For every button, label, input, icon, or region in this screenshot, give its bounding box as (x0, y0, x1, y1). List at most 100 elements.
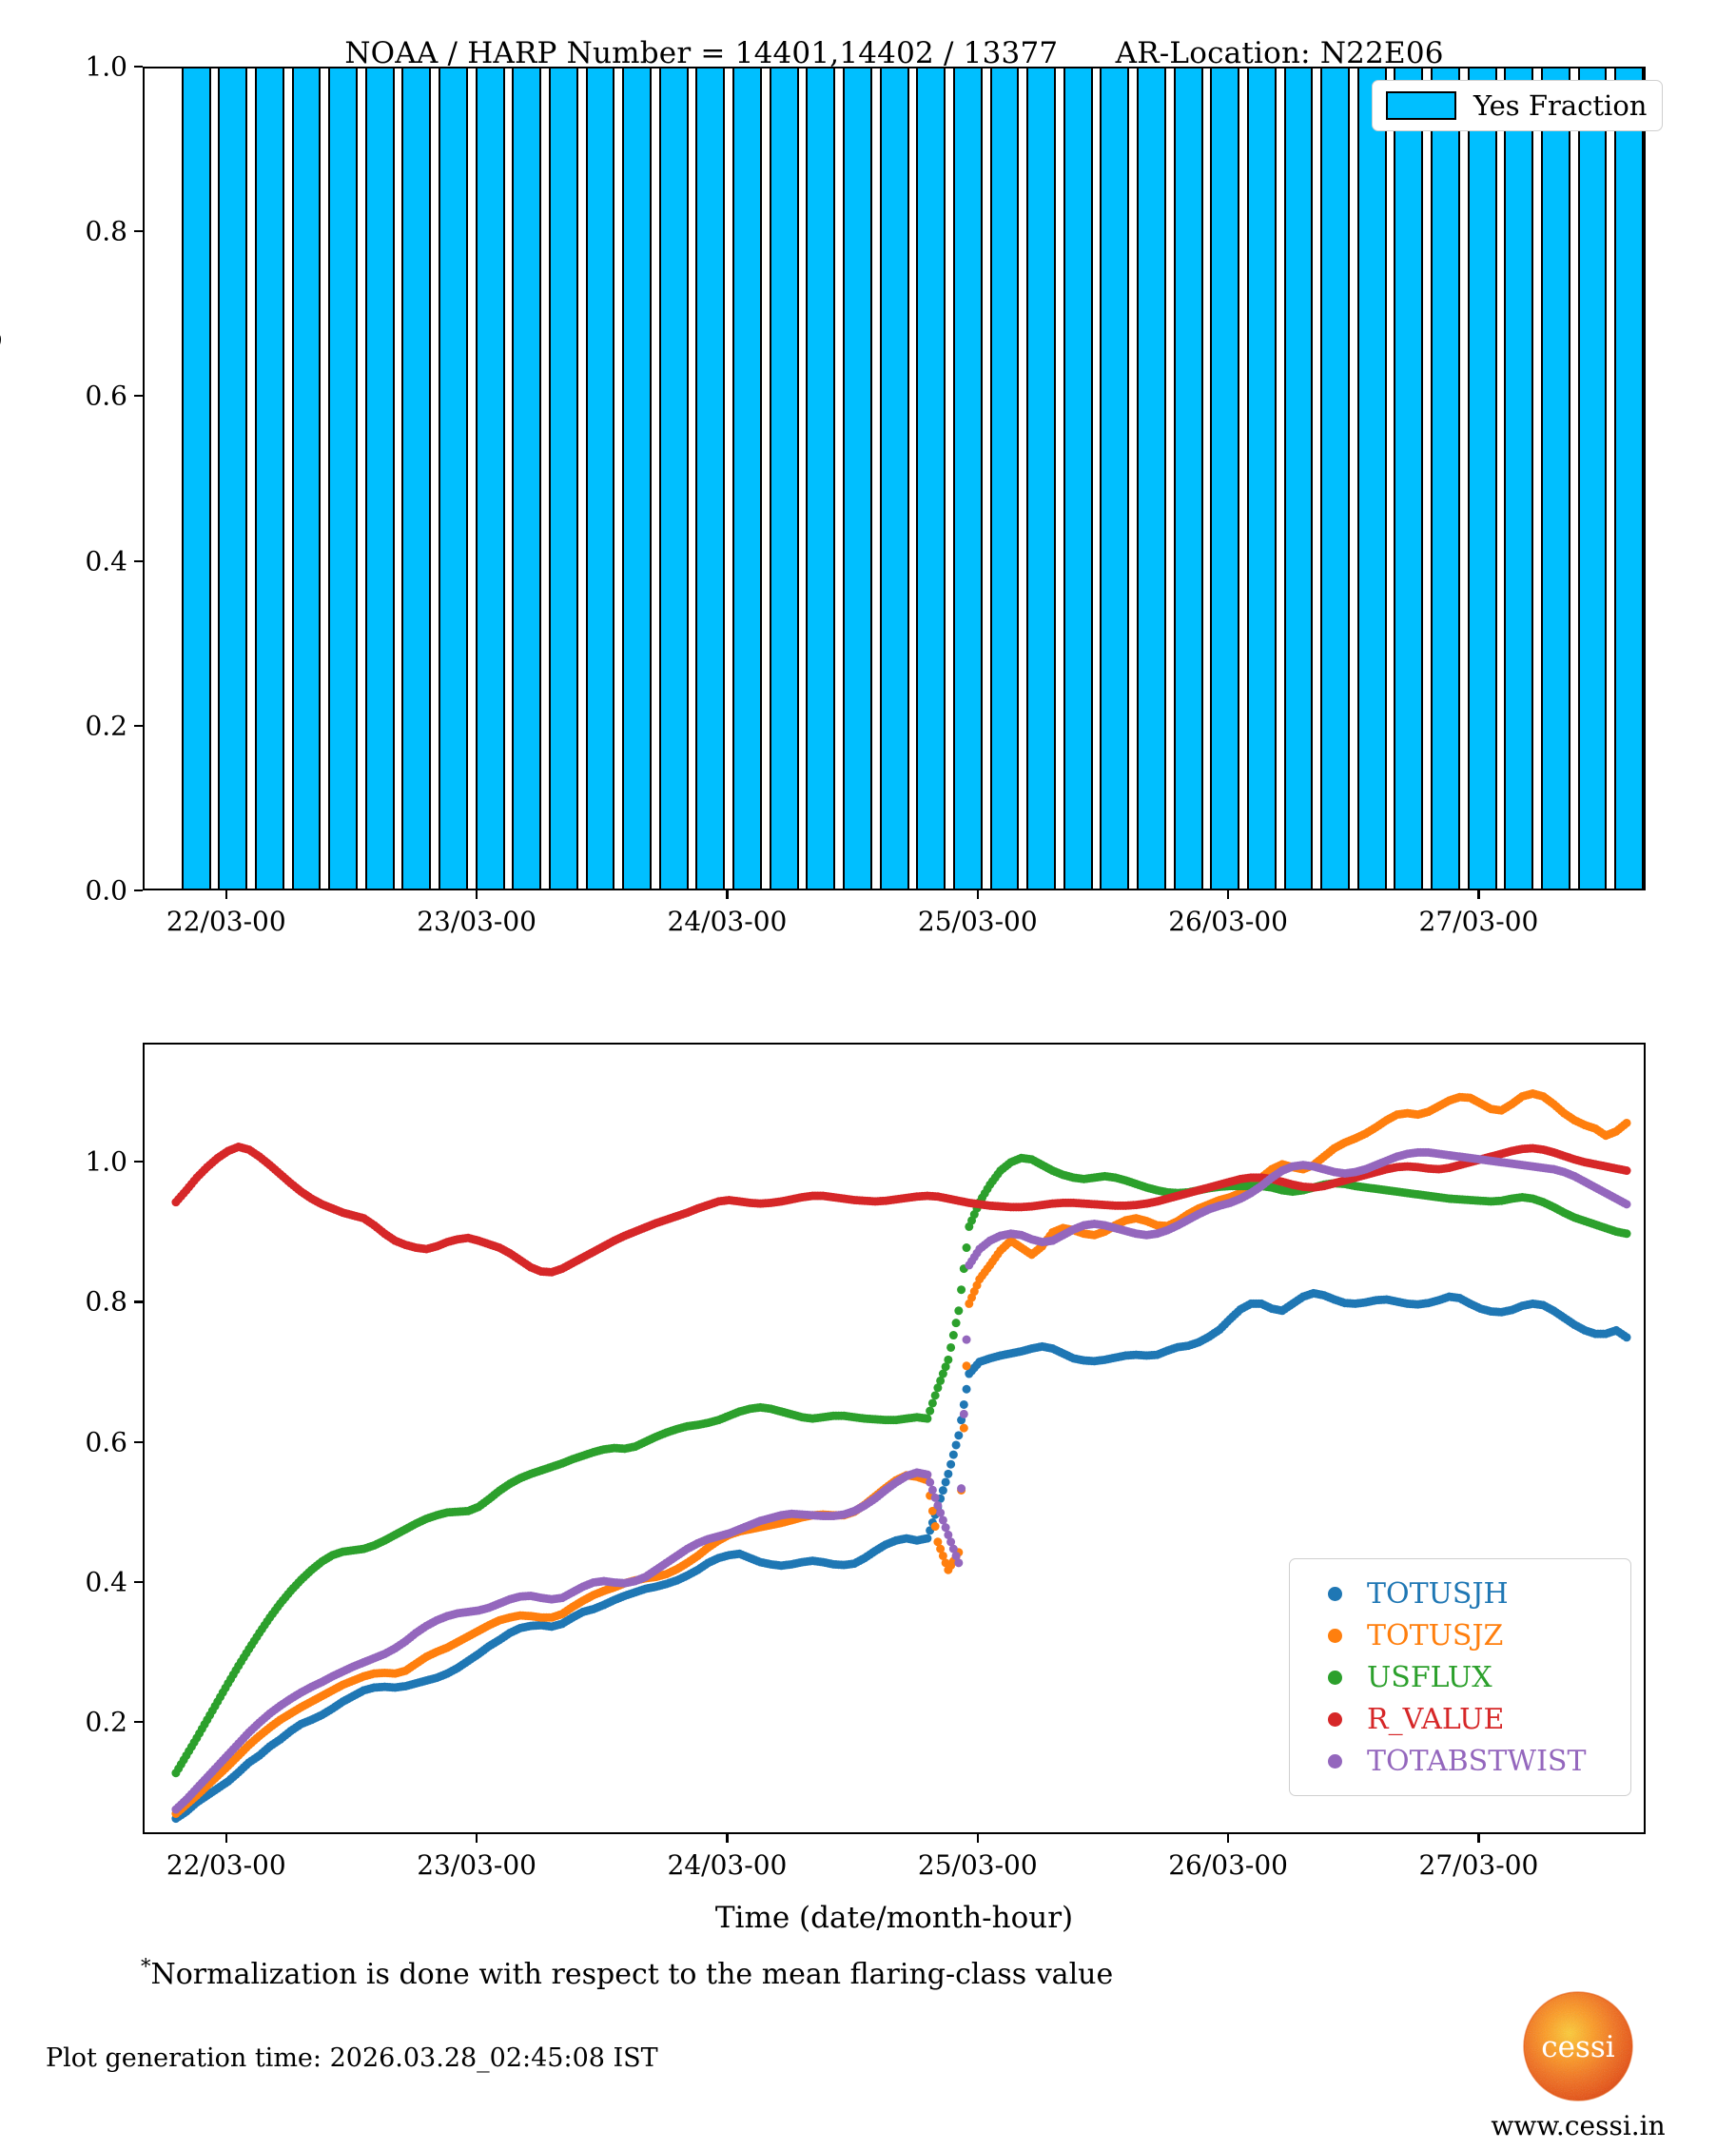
x-axis-tick (224, 1834, 227, 1843)
x-axis-ticklabel: 22/03-00 (166, 906, 286, 937)
x-axis-ticklabel: 24/03-00 (667, 906, 788, 937)
yes-fraction-bar (732, 68, 762, 889)
y-axis-ticklabel: 0.2 (85, 710, 127, 742)
cessi-website-url: www.cessi.in (1491, 2110, 1666, 2141)
x-axis-label: Time (date/month-hour) (714, 1901, 1074, 1935)
svg-text:cessi: cessi (1541, 2030, 1615, 2064)
yes-fraction-bar (328, 68, 359, 889)
y-axis-ticklabel: 0.4 (85, 1566, 127, 1598)
legend-item-totusjh[interactable]: TOTUSJH (1307, 1573, 1609, 1614)
footnote-text: Normalization is done with respect to th… (150, 1958, 1114, 1991)
yes-fraction-bar (548, 68, 578, 889)
legend-marker-dot-icon (1328, 1586, 1342, 1601)
yes-fraction-bar (1063, 68, 1093, 889)
x-axis-tick (1227, 890, 1230, 899)
y-axis-ticklabel: 1.0 (85, 1145, 127, 1178)
x-axis-ticklabel: 24/03-00 (667, 1849, 788, 1881)
legend-item-r_value[interactable]: R_VALUE (1307, 1698, 1609, 1740)
y-axis-tick (134, 1440, 143, 1443)
y-axis-tick (134, 65, 143, 68)
y-axis-tick (134, 1580, 143, 1584)
yes-fraction-bar (1356, 68, 1387, 889)
x-axis-tick (726, 1834, 729, 1843)
scatter-series-r_value (171, 1143, 1631, 1277)
y-axis-ticklabel: 0.2 (85, 1706, 127, 1738)
yes-fraction-bar (952, 68, 983, 889)
normalization-footnote: *Normalization is done with respect to t… (141, 1955, 1113, 1991)
x-axis-ticklabel: 23/03-00 (417, 1849, 536, 1881)
x-axis-ticklabel: 26/03-00 (1168, 1849, 1288, 1881)
y-axis-label: Normalized feature value* (0, 1252, 2, 1634)
yes-fraction-bar (1100, 68, 1130, 889)
y-axis-ticklabel: 0.8 (85, 1285, 127, 1318)
x-axis-tick (476, 1834, 478, 1843)
legend-marker-dot-icon (1328, 1628, 1342, 1643)
legend-marker-dot-icon (1328, 1753, 1342, 1769)
yes-fraction-bar (401, 68, 432, 889)
yes-fraction-bar (806, 68, 836, 889)
x-axis-tick (476, 890, 478, 899)
yes-fraction-bar (512, 68, 542, 889)
x-axis-tick (726, 890, 729, 899)
cessi-sun-logo-icon: cessi (1522, 1990, 1634, 2102)
yes-fraction-bar (1137, 68, 1166, 889)
top-panel-axes (143, 67, 1646, 890)
x-axis-ticklabel: 27/03-00 (1418, 906, 1539, 937)
yes-fraction-bar (181, 68, 211, 889)
yes-fraction-bar (475, 68, 505, 889)
yes-fraction-bar (1246, 68, 1277, 889)
legend-label-totabstwist: TOTABSTWIST (1367, 1744, 1587, 1778)
top-panel-legend[interactable]: Yes Fraction (1372, 80, 1664, 131)
yes-fraction-bar (1614, 68, 1644, 889)
x-axis-ticklabel: 27/03-00 (1418, 1849, 1539, 1881)
legend-label-totusjz: TOTUSJZ (1367, 1618, 1504, 1652)
plot-generation-time: Plot generation time: 2026.03.28_02:45:0… (46, 2043, 658, 2073)
legend-item-totabstwist[interactable]: TOTABSTWIST (1307, 1740, 1609, 1782)
scatter-series-totusjh (171, 1288, 1631, 1824)
yes-fraction-bar (1173, 68, 1203, 889)
yes-fraction-bar (1210, 68, 1240, 889)
yes-fraction-bar (1504, 68, 1534, 889)
y-axis-tick (134, 1721, 143, 1724)
footnote-star-marker: * (141, 1955, 151, 1978)
x-axis-ticklabel: 25/03-00 (917, 1849, 1038, 1881)
yes-fraction-bar (916, 68, 946, 889)
y-axis-tick (134, 395, 143, 398)
bottom-panel-legend[interactable]: TOTUSJH TOTUSJZ USFLUX R_VALUE TOTABSTWIST (1289, 1558, 1631, 1796)
yes-fraction-bar (879, 68, 909, 889)
legend-item-totusjz[interactable]: TOTUSJZ (1307, 1614, 1609, 1656)
x-axis-tick (224, 890, 227, 899)
y-axis-label: Fraction of Yes Flag (0, 328, 2, 629)
legend-marker-dot-icon (1328, 1670, 1342, 1685)
y-axis-tick (134, 230, 143, 233)
yes-fraction-bar (364, 68, 395, 889)
scatter-plot-canvas (171, 1089, 1631, 1824)
yes-fraction-bar (989, 68, 1020, 889)
y-axis-tick (134, 1300, 143, 1303)
yes-fraction-bar (658, 68, 689, 889)
x-axis-tick (1477, 1834, 1480, 1843)
x-axis-ticklabel: 25/03-00 (917, 906, 1038, 937)
yes-fraction-bar (1026, 68, 1057, 889)
x-axis-tick (976, 1834, 979, 1843)
y-axis-ticklabel: 0.6 (85, 1426, 127, 1458)
legend-label-r_value: R_VALUE (1367, 1702, 1505, 1736)
yes-fraction-bar (218, 68, 248, 889)
yes-fraction-bar (1320, 68, 1351, 889)
figure-title: NOAA / HARP Number = 14401,14402 / 13377… (344, 36, 1444, 70)
y-axis-tick (134, 889, 143, 892)
x-axis-ticklabel: 22/03-00 (166, 1849, 286, 1881)
yes-fraction-bar (1577, 68, 1608, 889)
legend-item-usflux[interactable]: USFLUX (1307, 1656, 1609, 1698)
legend-label-yes-fraction: Yes Fraction (1473, 89, 1648, 122)
x-axis-tick (976, 890, 979, 899)
y-axis-ticklabel: 0.6 (85, 380, 127, 412)
yes-fraction-bar (1283, 68, 1314, 889)
yes-fraction-bar (439, 68, 468, 889)
y-axis-tick (134, 1161, 143, 1163)
yes-fraction-bar (769, 68, 799, 889)
yes-fraction-bar (1394, 68, 1424, 889)
yes-fraction-patch-icon (1386, 91, 1456, 120)
x-axis-tick (1227, 1834, 1230, 1843)
